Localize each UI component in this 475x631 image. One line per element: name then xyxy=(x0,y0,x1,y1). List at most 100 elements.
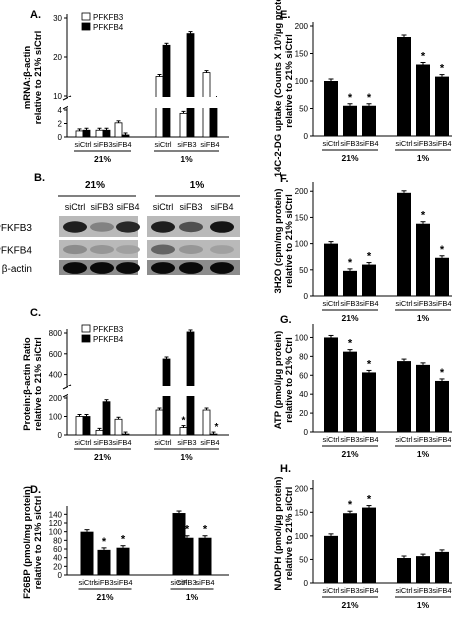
bar xyxy=(397,37,411,136)
x-tick-label: siFB4 xyxy=(359,435,378,444)
x-tick-label: siCtrl xyxy=(322,299,339,308)
bar-pfkfb3 xyxy=(95,129,104,138)
bar xyxy=(324,535,338,583)
y-tick-label: 0 xyxy=(58,571,63,580)
significance-star: * xyxy=(185,524,190,536)
significance-star: * xyxy=(102,536,107,548)
bar-pfkfb4 xyxy=(209,106,218,138)
bar xyxy=(343,351,357,432)
y-axis-label: ATP (pmol/µg protein) xyxy=(273,331,284,430)
bar-pfkfb4 xyxy=(162,44,171,138)
x-tick-label: siFB3 xyxy=(177,578,196,587)
legend-label: PFKFB3 xyxy=(93,325,124,334)
y-axis-label: 14C-2-DG uptake (Counts X 10³/µg protein… xyxy=(273,0,284,177)
blot-band xyxy=(63,262,87,274)
blot-band xyxy=(210,262,234,274)
x-tick-label: siCtrl xyxy=(154,140,171,149)
bar-pfkfb3 xyxy=(114,418,123,436)
y-tick-label: 140 xyxy=(49,510,63,519)
blot-lane-label: siFB3 xyxy=(90,202,113,212)
bar-pfkfb4 xyxy=(82,416,91,436)
x-tick-label: siFB3 xyxy=(93,140,112,149)
bar-pfkfb4 xyxy=(186,331,195,436)
bar xyxy=(416,223,430,296)
y-tick-label: 150 xyxy=(295,50,309,59)
bar xyxy=(343,105,357,136)
x-tick-label: siFB3 xyxy=(340,586,359,595)
bar xyxy=(180,537,194,575)
y-axis-label: relative to 21% siCtrl xyxy=(284,34,295,127)
bar-pfkfb4 xyxy=(121,134,130,138)
y-tick-label: 100 xyxy=(295,333,309,342)
significance-star: * xyxy=(348,499,353,511)
bar-pfkfb3 xyxy=(95,429,104,436)
x-tick-label: siFB3 xyxy=(94,578,113,587)
group-label: 1% xyxy=(180,154,193,164)
x-tick-label: siFB3 xyxy=(413,139,432,148)
bar-pfkfb4 xyxy=(121,433,130,436)
x-tick-label: siCtrl xyxy=(395,139,412,148)
x-tick-label: siFB4 xyxy=(195,578,214,587)
x-tick-label: siFB4 xyxy=(200,438,219,447)
bar xyxy=(362,105,376,136)
x-tick-label: siCtrl xyxy=(322,586,339,595)
x-tick-label: siCtrl xyxy=(395,586,412,595)
significance-star: * xyxy=(367,92,372,104)
blot-lane-label: siFB4 xyxy=(210,202,233,212)
panel-label: C. xyxy=(30,307,41,319)
x-tick-label: siCtrl xyxy=(154,438,171,447)
y-tick-label: 0 xyxy=(58,431,63,440)
blot-band xyxy=(90,262,114,274)
bar xyxy=(97,549,111,575)
y-tick-label: 20 xyxy=(299,409,308,418)
bar xyxy=(435,76,449,136)
group-label: 21% xyxy=(341,153,358,163)
legend-swatch xyxy=(81,334,91,343)
x-tick-label: siCtrl xyxy=(78,578,95,587)
blot-band xyxy=(63,221,87,233)
y-axis-label: relative to 21% siCtrl xyxy=(284,487,295,580)
bar xyxy=(362,507,376,583)
legend-swatch xyxy=(81,324,91,333)
legend-swatch xyxy=(81,12,91,21)
bar-pfkfb3 xyxy=(114,122,123,138)
bar xyxy=(116,547,130,575)
group-label: 1% xyxy=(417,153,430,163)
x-tick-label: siFB4 xyxy=(432,586,451,595)
bar xyxy=(435,551,449,583)
y-tick-label: 120 xyxy=(49,519,63,528)
panel-label: E. xyxy=(280,9,290,21)
x-tick-label: siFB4 xyxy=(359,139,378,148)
blot-band xyxy=(210,245,234,254)
group-label: 1% xyxy=(417,449,430,459)
x-tick-label: siFB4 xyxy=(432,435,451,444)
significance-star: * xyxy=(440,63,445,75)
x-tick-label: siFB4 xyxy=(113,578,132,587)
blot-band xyxy=(151,221,175,233)
blot-band xyxy=(116,262,140,274)
group-label: 21% xyxy=(94,452,111,462)
bar xyxy=(362,264,376,296)
bar-pfkfb4 xyxy=(102,129,111,138)
bar-pfkfb3 xyxy=(179,112,188,138)
y-axis-label: relative to 21% Ctrl xyxy=(284,337,295,423)
y-tick-label: 100 xyxy=(295,240,309,249)
y-tick-label: 200 xyxy=(295,22,309,31)
y-tick-label: 60 xyxy=(299,371,308,380)
y-axis-label: relative to 21% siCtrl xyxy=(284,194,295,287)
bar xyxy=(416,64,430,136)
x-tick-label: siFB3 xyxy=(93,438,112,447)
panel-label: G. xyxy=(280,314,292,326)
y-tick-label: 0 xyxy=(304,132,309,141)
group-label: 1% xyxy=(180,452,193,462)
x-tick-label: siFB4 xyxy=(359,586,378,595)
y-tick-label: 400 xyxy=(49,371,63,380)
y-tick-label: 40 xyxy=(299,390,308,399)
group-label: 1% xyxy=(186,592,199,602)
x-tick-label: siCtrl xyxy=(322,435,339,444)
blot-row-label: PFKFB3 xyxy=(0,223,32,234)
y-tick-label: 200 xyxy=(295,485,309,494)
x-tick-label: siFB4 xyxy=(112,438,131,447)
x-tick-label: siFB4 xyxy=(200,140,219,149)
